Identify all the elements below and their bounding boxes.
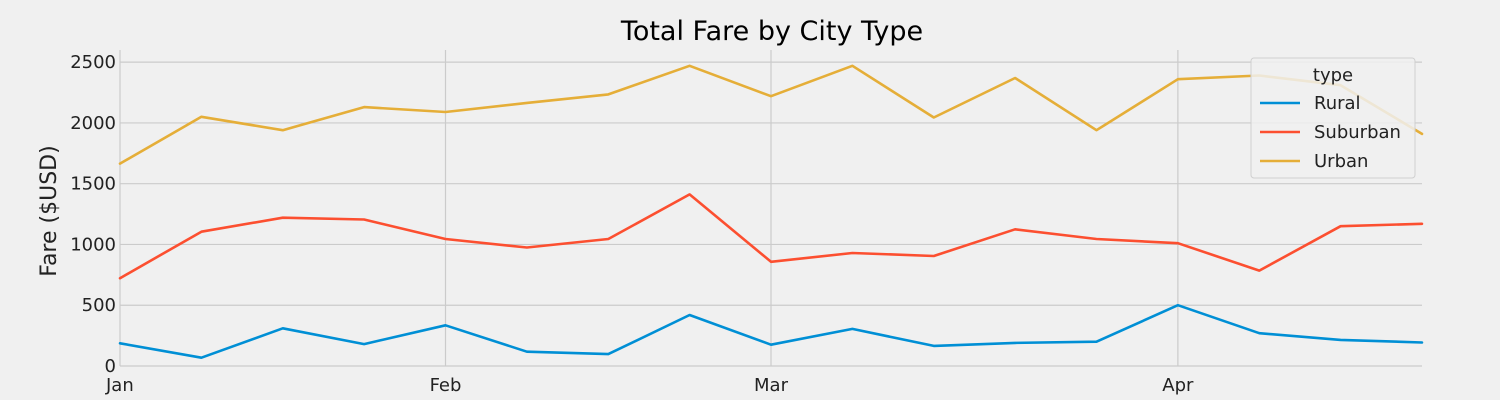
legend-title: type <box>1313 65 1353 86</box>
legend-label-urban: Urban <box>1314 151 1368 172</box>
legend-items: Rural Suburban Urban <box>1260 93 1401 172</box>
series-line-suburban <box>118 193 1424 280</box>
series-line-urban <box>118 64 1424 165</box>
y-tick-label: 1000 <box>70 234 116 255</box>
series-layer <box>118 64 1424 360</box>
x-tick-label: Feb <box>430 375 462 396</box>
grid <box>119 50 1422 367</box>
y-tick-label: 1500 <box>70 174 116 195</box>
y-tick-label: 2000 <box>70 113 116 134</box>
x-tick-label: Jan <box>105 375 134 396</box>
legend: type Rural Suburban Urban <box>1250 57 1416 179</box>
legend-box <box>1250 57 1416 179</box>
y-tick-label: 500 <box>82 295 116 316</box>
y-tick-label: 0 <box>105 356 116 377</box>
chart-title: Total Fare by City Type <box>620 16 923 47</box>
series-line-rural <box>118 303 1424 360</box>
legend-label-suburban: Suburban <box>1314 122 1401 143</box>
y-axis-label: Fare ($USD) <box>37 145 62 276</box>
x-tick-label: Apr <box>1162 375 1194 396</box>
legend-label-rural: Rural <box>1314 93 1361 114</box>
y-axis: 0 500 1000 1500 2000 2500 <box>70 52 116 377</box>
x-axis: Jan Feb Mar Apr <box>105 375 1194 396</box>
y-tick-label: 2500 <box>70 52 116 73</box>
x-tick-label: Mar <box>754 375 789 396</box>
